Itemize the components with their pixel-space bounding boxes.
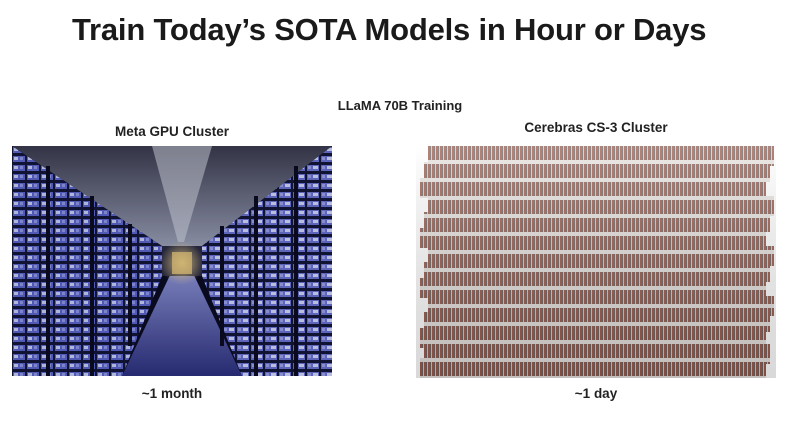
cerebras-cs3-array-image [416, 146, 776, 378]
cerebras-cluster-label: Cerebras CS-3 Cluster [524, 120, 668, 135]
slide-subtitle: LLaMA 70B Training [337, 98, 463, 113]
slide-title: Train Today’s SOTA Models in Hour or Day… [72, 12, 707, 47]
cerebras-training-duration: ~1 day [574, 386, 618, 401]
meta-gpu-datacenter-image [12, 146, 332, 376]
meta-cluster-label: Meta GPU Cluster [114, 124, 230, 139]
meta-training-duration: ~1 month [141, 386, 203, 401]
